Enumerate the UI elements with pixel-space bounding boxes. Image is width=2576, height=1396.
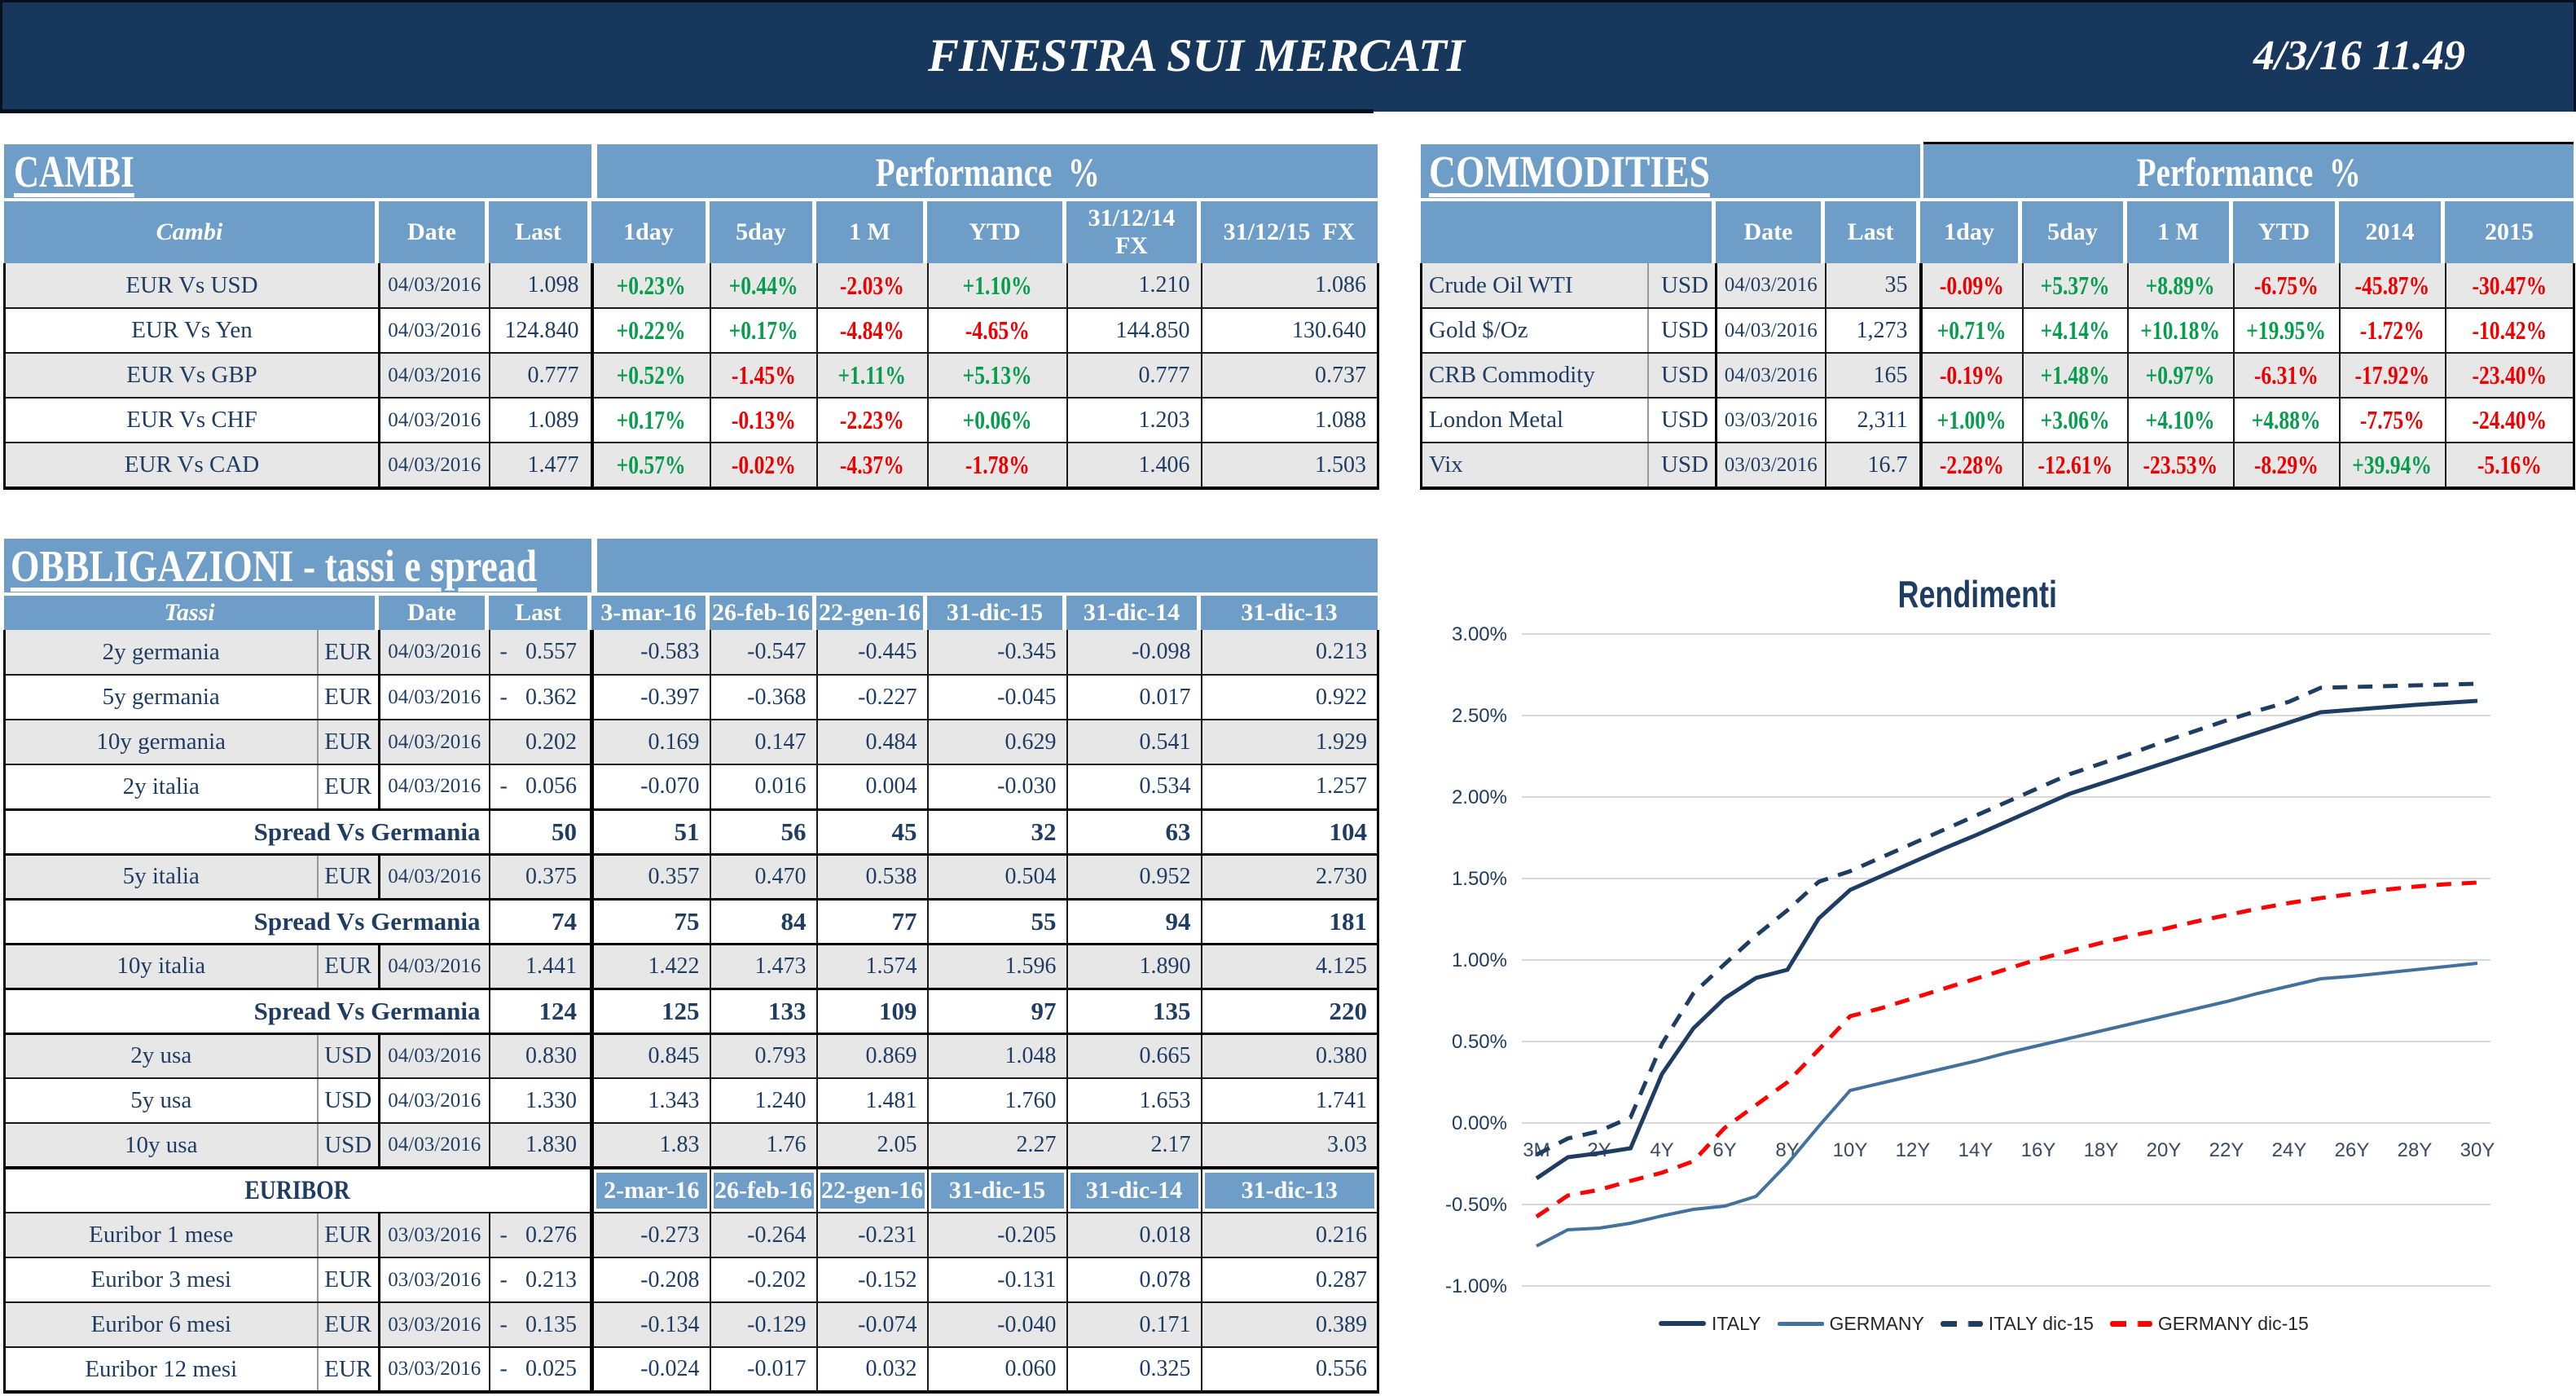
- svg-text:12Y: 12Y: [1896, 1139, 1931, 1161]
- svg-text:4Y: 4Y: [1650, 1139, 1673, 1161]
- svg-text:30Y: 30Y: [2460, 1139, 2495, 1161]
- svg-text:6Y: 6Y: [1712, 1139, 1736, 1161]
- svg-text:22Y: 22Y: [2209, 1139, 2244, 1161]
- svg-text:0.50%: 0.50%: [1452, 1031, 1507, 1053]
- svg-text:3.00%: 3.00%: [1452, 623, 1507, 645]
- svg-text:-1.00%: -1.00%: [1445, 1275, 1507, 1297]
- svg-text:20Y: 20Y: [2147, 1139, 2182, 1161]
- svg-text:26Y: 26Y: [2335, 1139, 2370, 1161]
- svg-text:1.50%: 1.50%: [1452, 868, 1507, 890]
- svg-text:14Y: 14Y: [1958, 1139, 1994, 1161]
- svg-text:2.50%: 2.50%: [1452, 705, 1507, 727]
- svg-text:18Y: 18Y: [2084, 1139, 2119, 1161]
- svg-text:0.00%: 0.00%: [1452, 1112, 1507, 1134]
- svg-text:16Y: 16Y: [2021, 1139, 2056, 1161]
- svg-text:-0.50%: -0.50%: [1445, 1194, 1507, 1216]
- svg-text:28Y: 28Y: [2398, 1139, 2433, 1161]
- svg-text:8Y: 8Y: [1775, 1139, 1799, 1161]
- svg-text:10Y: 10Y: [1833, 1139, 1868, 1161]
- svg-text:2.00%: 2.00%: [1452, 786, 1507, 808]
- svg-text:24Y: 24Y: [2272, 1139, 2307, 1161]
- svg-text:1.00%: 1.00%: [1452, 949, 1507, 971]
